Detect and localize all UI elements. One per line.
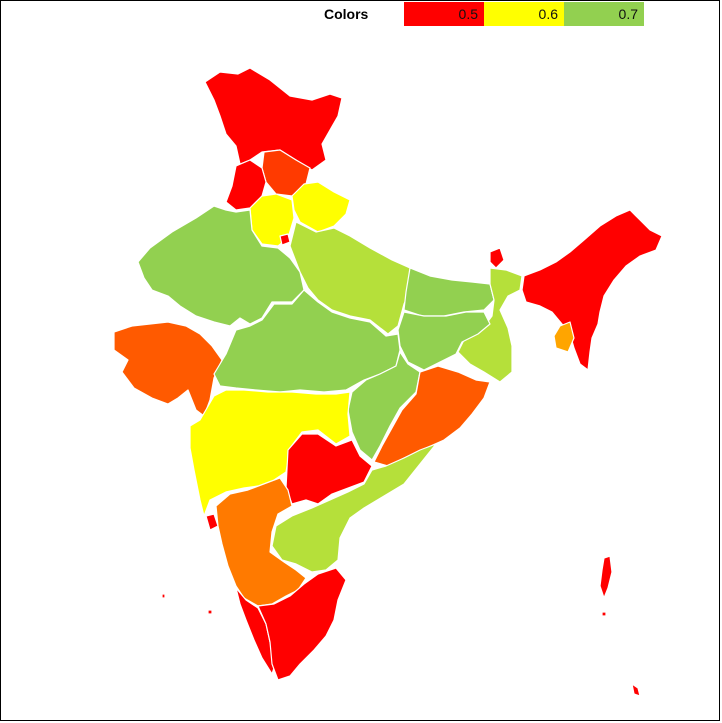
region-karnataka xyxy=(215,477,307,607)
legend-title: Colors xyxy=(324,6,369,22)
region-lakshadweep-3 xyxy=(601,611,607,617)
region-uttarakhand xyxy=(291,181,351,233)
region-uttar-pradesh xyxy=(289,221,413,335)
region-lakshadweep-2 xyxy=(207,609,213,615)
region-andaman-nicobar xyxy=(599,555,613,599)
region-tamil-nadu xyxy=(257,567,347,681)
region-sikkim xyxy=(489,247,505,269)
legend-swatch-3: 0.7 xyxy=(564,2,644,26)
region-tripura xyxy=(553,321,575,353)
legend-label-3: 0.7 xyxy=(618,6,638,22)
legend-swatch-2: 0.6 xyxy=(484,2,564,26)
region-gujarat xyxy=(113,321,223,417)
legend-label-2: 0.6 xyxy=(538,6,558,22)
region-goa xyxy=(205,513,219,531)
legend-swatch-1: 0.5 xyxy=(404,2,484,26)
region-jammu-kashmir xyxy=(204,67,343,171)
region-maharashtra xyxy=(189,389,351,517)
legend-label-1: 0.5 xyxy=(458,6,478,22)
legend: Colors 0.5 0.6 0.7 xyxy=(320,2,644,26)
region-jharkhand xyxy=(397,311,491,371)
region-nicobar-islands xyxy=(631,683,641,697)
region-west-bengal xyxy=(457,267,523,383)
region-andhra-pradesh xyxy=(271,443,437,573)
region-lakshadweep xyxy=(161,593,166,599)
region-northeast-states xyxy=(521,209,663,371)
region-telangana xyxy=(285,433,373,505)
region-delhi xyxy=(279,233,291,246)
region-bihar xyxy=(403,267,495,317)
